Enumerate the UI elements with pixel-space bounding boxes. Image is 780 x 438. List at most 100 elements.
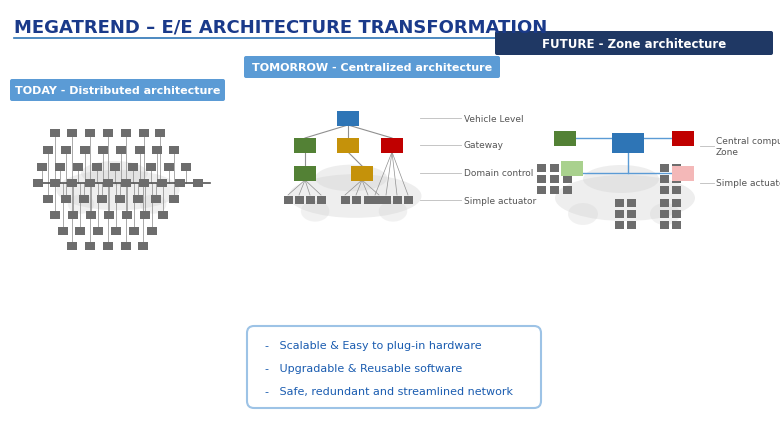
Ellipse shape [315,165,388,192]
Bar [164,164,174,172]
Bar [103,243,113,251]
Bar [537,165,547,173]
Bar [116,147,126,155]
Bar [158,212,168,219]
Bar [294,138,316,153]
Bar [615,222,625,230]
Bar [537,176,547,184]
Bar [295,197,303,205]
FancyBboxPatch shape [10,80,225,102]
Text: -   Scalable & Easy to plug-in hardware: - Scalable & Easy to plug-in hardware [265,340,481,350]
Bar [121,180,131,187]
Bar [672,211,682,219]
Text: FUTURE - Zone architecture: FUTURE - Zone architecture [542,37,726,50]
Text: TODAY - Distributed architecture: TODAY - Distributed architecture [15,86,220,96]
Bar [43,195,53,204]
Bar [337,138,359,153]
Bar [551,187,559,194]
Bar [50,212,60,219]
Bar [283,197,292,205]
Text: -   Safe, redundant and streamlined network: - Safe, redundant and streamlined networ… [265,386,513,396]
Bar [50,130,60,138]
Bar [537,187,547,194]
Bar [55,164,65,172]
Bar [97,195,107,204]
Ellipse shape [568,204,598,226]
Bar [110,164,120,172]
Bar [551,165,559,173]
Bar [104,212,114,219]
Bar [43,147,53,155]
Ellipse shape [379,201,407,222]
Bar [554,131,576,146]
Bar [169,195,179,204]
FancyBboxPatch shape [244,57,500,79]
Bar [563,187,573,194]
Ellipse shape [56,170,179,211]
Bar [33,180,43,187]
Bar [129,227,139,236]
Text: Simple actuator: Simple actuator [716,179,780,188]
Bar [93,227,103,236]
Bar [133,195,143,204]
Bar [615,200,625,208]
Bar [672,165,682,173]
Bar [139,180,149,187]
Bar [294,166,316,181]
Bar [85,130,95,138]
Bar [612,134,644,154]
Bar [79,195,89,204]
Ellipse shape [555,176,695,222]
Bar [103,130,113,138]
Bar [58,227,68,236]
FancyBboxPatch shape [247,326,541,408]
Bar [50,180,60,187]
Bar [157,180,167,187]
Bar [672,131,694,146]
Bar [337,111,359,126]
Bar [672,187,682,194]
Bar [37,164,47,172]
Bar [661,200,669,208]
Text: Simple actuator: Simple actuator [464,196,537,205]
Bar [175,180,185,187]
FancyBboxPatch shape [495,32,773,56]
Bar [370,197,380,205]
Bar [75,227,85,236]
Bar [403,197,413,205]
Ellipse shape [650,204,680,226]
Bar [181,164,191,172]
Text: Central computer/
Zone: Central computer/ Zone [716,137,780,156]
Bar [92,164,102,172]
Bar [135,147,145,155]
Bar [80,147,90,155]
Bar [193,180,203,187]
Bar [672,176,682,184]
Bar [627,222,636,230]
Ellipse shape [583,166,659,194]
Bar [98,147,108,155]
Bar [561,161,583,176]
Bar [563,165,573,173]
Bar [381,138,403,153]
Ellipse shape [68,195,94,214]
Bar [317,197,325,205]
Bar [146,164,156,172]
Text: Domain control: Domain control [464,169,534,178]
Bar [615,211,625,219]
Text: MEGATREND – E/E ARCHITECTURE TRANSFORMATION: MEGATREND – E/E ARCHITECTURE TRANSFORMAT… [14,18,548,36]
Bar [147,227,157,236]
Bar [86,212,96,219]
Bar [551,176,559,184]
Bar [661,222,669,230]
Bar [67,130,77,138]
Bar [85,180,95,187]
Bar [627,211,636,219]
Bar [352,197,360,205]
Ellipse shape [289,175,421,219]
Bar [155,130,165,138]
Ellipse shape [81,162,148,186]
Bar [152,147,162,155]
Bar [121,130,131,138]
Bar [672,200,682,208]
